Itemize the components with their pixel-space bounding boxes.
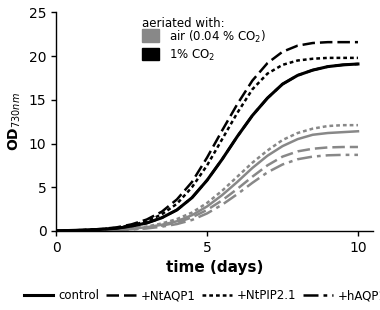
X-axis label: time (days): time (days) (166, 260, 263, 275)
Text: aeriated with:: aeriated with: (142, 17, 225, 30)
Legend: control, +NtAQP1, +NtPIP2.1, +hAQP1: control, +NtAQP1, +NtPIP2.1, +hAQP1 (19, 285, 380, 307)
FancyBboxPatch shape (142, 29, 159, 42)
Text: 1% CO$_2$: 1% CO$_2$ (169, 48, 215, 63)
FancyBboxPatch shape (142, 48, 159, 60)
Y-axis label: OD$_{730nm}$: OD$_{730nm}$ (7, 92, 23, 151)
Text: air (0.04 % CO$_2$): air (0.04 % CO$_2$) (169, 29, 266, 45)
